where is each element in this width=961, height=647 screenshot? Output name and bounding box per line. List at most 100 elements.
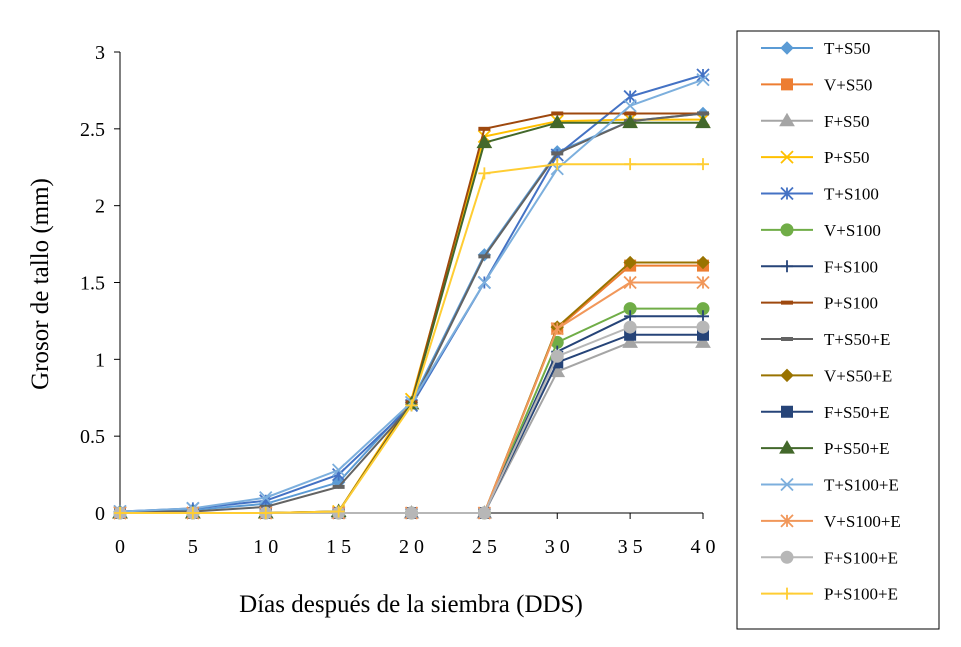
legend-label: P+S50	[824, 148, 870, 167]
y-tick-label: 3	[95, 42, 105, 64]
data-point	[623, 320, 637, 334]
legend-marker	[780, 514, 794, 528]
legend-marker	[781, 587, 793, 600]
data-point	[624, 158, 637, 171]
data-point	[186, 507, 199, 519]
data-point	[551, 151, 564, 156]
legend-item: V+S100	[761, 221, 881, 240]
legend-marker	[781, 300, 793, 305]
data-point	[622, 114, 638, 129]
legend-marker	[781, 337, 793, 341]
data-point	[697, 158, 709, 171]
legend-label: T+S100	[824, 185, 879, 204]
x-tick-label: 4 0	[691, 536, 716, 558]
series-line	[119, 112, 704, 513]
series-line	[120, 261, 703, 514]
data-point	[696, 73, 710, 87]
data-point	[624, 111, 637, 116]
data-point	[405, 506, 418, 520]
series-T+S100+E	[113, 73, 710, 519]
series-V+S50+E	[113, 255, 710, 520]
data-point	[551, 158, 564, 171]
series-line	[119, 74, 704, 513]
data-point	[478, 254, 491, 259]
series-line	[120, 112, 704, 513]
x-tick-label: 2 0	[399, 536, 424, 558]
legend-label: V+S100	[824, 221, 881, 240]
legend-item: P+S50	[761, 148, 870, 167]
legend-label: T+S100+E	[824, 476, 899, 495]
series-P+S50	[113, 112, 710, 520]
legend-marker	[779, 440, 795, 454]
legend-label: V+S50	[824, 75, 872, 94]
y-tick-label: 2	[95, 196, 105, 218]
legend-label: F+S100	[824, 257, 878, 276]
data-point	[331, 463, 346, 477]
series-line	[120, 264, 703, 514]
legend-item: V+S100+E	[761, 512, 901, 531]
data-point	[696, 275, 710, 290]
legend-label: F+S50	[824, 112, 870, 131]
series-line	[120, 112, 703, 514]
legend-marker	[780, 150, 794, 164]
data-point	[697, 310, 709, 323]
legend-item: V+S50	[761, 75, 872, 94]
series-F+S100+E	[113, 320, 710, 520]
y-tick-label: 0	[95, 503, 105, 525]
legend-item: F+S50+E	[761, 403, 889, 422]
legend-item: P+S100	[761, 294, 878, 313]
legend-item: T+S50+E	[761, 330, 890, 349]
x-tick-label: 2 5	[472, 536, 497, 558]
legend-marker	[780, 41, 794, 55]
series-line	[120, 315, 703, 514]
data-point	[622, 334, 638, 348]
x-tick-label: 5	[188, 536, 198, 558]
legend-marker	[781, 260, 793, 273]
legend-item: T+S100	[761, 185, 879, 204]
axes: 0 0.5 1 1.5 2 2.5 3 0 5 1 0 1 5 2 0 2 5 3 0 3 5 4 0	[80, 42, 716, 558]
data-point	[550, 349, 564, 363]
legend-marker	[780, 223, 794, 237]
data-point	[259, 507, 272, 519]
data-point	[476, 134, 493, 149]
legend-label: P+S100	[824, 294, 878, 313]
series-T+S100	[113, 68, 710, 519]
legend-item: V+S50+E	[761, 366, 892, 385]
series-line	[120, 326, 703, 514]
legend-label: F+S50+E	[824, 403, 889, 422]
data-point	[624, 310, 637, 323]
legend-label: T+S50+E	[824, 330, 890, 349]
legend-item: T+S100+E	[761, 476, 899, 495]
legend-item: P+S100+E	[761, 585, 898, 604]
series-line	[120, 121, 703, 514]
series-P+S50+E	[112, 114, 711, 519]
data-point	[696, 255, 710, 270]
data-point	[549, 114, 566, 129]
data-point	[478, 167, 491, 180]
data-point	[623, 99, 637, 113]
data-point	[114, 507, 126, 519]
legend-item: T+S50	[761, 39, 870, 58]
legend-label: T+S50	[824, 39, 870, 58]
legend-label: P+S100+E	[824, 585, 898, 604]
legend-label: P+S50+E	[824, 439, 889, 458]
series-line	[119, 78, 704, 513]
data-point	[477, 275, 492, 290]
series-line	[120, 333, 703, 514]
x-tick-label: 1 0	[253, 536, 278, 558]
data-point	[478, 126, 491, 131]
legend-item: P+S50+E	[761, 439, 889, 458]
legend-marker	[780, 186, 794, 201]
legend-box	[736, 30, 940, 630]
series-P+S100+E	[114, 158, 709, 519]
y-tick-label: 0.5	[80, 426, 105, 448]
x-tick-label: 1 5	[326, 536, 351, 558]
data-point	[697, 111, 709, 116]
legend-marker	[781, 405, 793, 418]
data-point	[551, 111, 564, 116]
series-layer	[112, 68, 711, 520]
data-point	[623, 275, 637, 290]
legend-marker	[780, 477, 794, 492]
